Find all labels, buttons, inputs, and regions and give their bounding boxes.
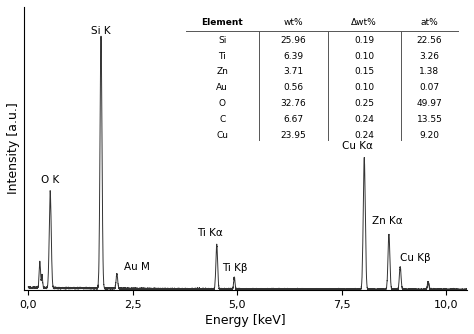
Text: Zn Kα: Zn Kα: [373, 216, 403, 226]
Text: O K: O K: [41, 175, 59, 185]
Text: 1.38: 1.38: [419, 67, 439, 76]
Text: 6.67: 6.67: [283, 115, 303, 124]
Text: C: C: [219, 115, 226, 124]
Text: 0.19: 0.19: [354, 36, 374, 45]
Text: 0.10: 0.10: [354, 51, 374, 60]
Y-axis label: Intensity [a.u.]: Intensity [a.u.]: [7, 103, 20, 194]
Text: Element: Element: [201, 18, 243, 27]
Text: Si K: Si K: [91, 26, 111, 36]
Text: Ti Kβ: Ti Kβ: [222, 263, 248, 273]
Text: Ti Kα: Ti Kα: [197, 228, 223, 238]
Text: Au: Au: [217, 83, 228, 92]
Text: 3.26: 3.26: [419, 51, 439, 60]
Text: at%: at%: [420, 18, 438, 27]
Text: 9.20: 9.20: [419, 131, 439, 140]
Text: 0.56: 0.56: [283, 83, 303, 92]
Text: Si: Si: [218, 36, 227, 45]
Text: 13.55: 13.55: [417, 115, 442, 124]
Text: wt%: wt%: [283, 18, 303, 27]
Text: 0.24: 0.24: [354, 115, 374, 124]
Text: 32.76: 32.76: [280, 99, 306, 108]
Text: 22.56: 22.56: [417, 36, 442, 45]
Text: Δwt%: Δwt%: [351, 18, 377, 27]
Text: 25.96: 25.96: [280, 36, 306, 45]
X-axis label: Energy [keV]: Energy [keV]: [205, 314, 286, 327]
Text: Zn: Zn: [217, 67, 228, 76]
Text: Cu: Cu: [216, 131, 228, 140]
Text: 3.71: 3.71: [283, 67, 303, 76]
Text: 0.24: 0.24: [354, 131, 374, 140]
Text: 49.97: 49.97: [417, 99, 442, 108]
Text: Cu Kβ: Cu Kβ: [400, 253, 430, 263]
Text: 23.95: 23.95: [280, 131, 306, 140]
Text: Cu Kα: Cu Kα: [342, 141, 373, 151]
Text: Ti: Ti: [219, 51, 226, 60]
Text: O: O: [219, 99, 226, 108]
Text: 6.39: 6.39: [283, 51, 303, 60]
Text: 0.10: 0.10: [354, 83, 374, 92]
Text: 0.25: 0.25: [354, 99, 374, 108]
Text: Au M: Au M: [124, 262, 150, 272]
Text: 0.07: 0.07: [419, 83, 439, 92]
Text: 0.15: 0.15: [354, 67, 374, 76]
